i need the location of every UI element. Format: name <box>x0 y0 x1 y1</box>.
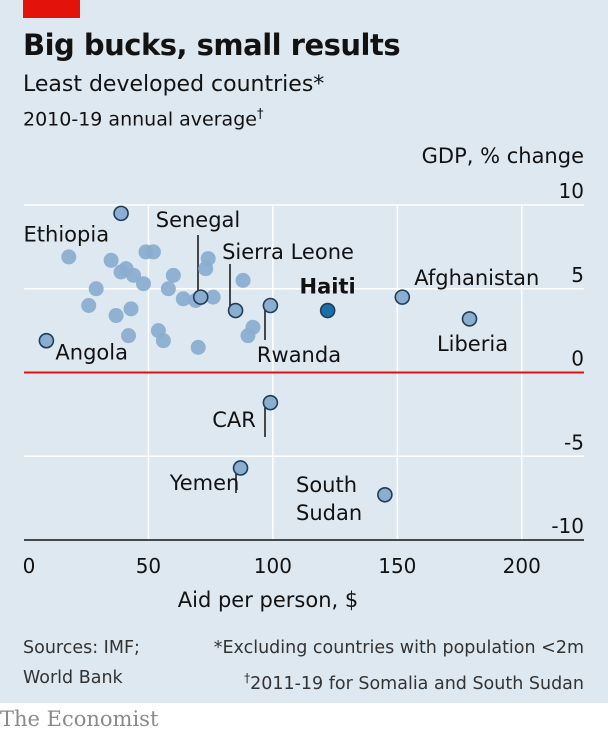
data-point-yemen <box>232 460 249 476</box>
point-label-yemen: Yemen <box>169 471 240 495</box>
point-label-liberia: Liberia <box>437 332 508 356</box>
data-point <box>160 281 176 297</box>
data-point-rwanda <box>262 297 279 314</box>
data-points <box>38 205 478 503</box>
y-tick-label: -10 <box>551 514 584 538</box>
data-point-car <box>262 394 279 411</box>
sources: Sources: IMF; World Bank <box>23 633 140 693</box>
x-tick-label: 150 <box>378 554 416 578</box>
data-point <box>235 272 251 288</box>
sources-line-1: Sources: IMF; <box>23 638 140 658</box>
point-label-south-sudan: South Sudan <box>296 473 362 525</box>
data-point <box>103 252 119 268</box>
data-point <box>165 267 181 283</box>
data-point-haiti <box>319 302 336 319</box>
period-dagger: † <box>256 107 264 122</box>
point-label-senegal: Senegal <box>156 208 241 232</box>
point-label-afghanistan: Afghanistan <box>414 266 539 290</box>
point-labels: Ethiopia Senegal Sierra Leone Rwanda Haiti Af… <box>24 208 540 525</box>
data-point-ethiopia <box>113 205 129 222</box>
x-axis-label: Aid per person, $ <box>178 588 358 612</box>
data-point <box>126 267 142 283</box>
footnotes: *Excluding countries with population <2m… <box>214 633 584 699</box>
point-label-rwanda: Rwanda <box>257 343 341 367</box>
point-label-sierra-leone: Sierra Leone <box>222 240 354 264</box>
data-point-senegal <box>192 289 209 305</box>
footnote-population: *Excluding countries with population <2m <box>213 638 584 658</box>
x-tick-label: 200 <box>503 554 541 578</box>
data-point <box>123 301 139 317</box>
data-point <box>200 251 216 267</box>
footnote-period: †2011-19 for Somalia and South Sudan <box>214 663 584 699</box>
y-tick-label: 0 <box>571 347 584 371</box>
x-tick-label: 50 <box>136 554 161 578</box>
data-point <box>205 289 221 305</box>
x-tick-label: 0 <box>23 554 36 578</box>
data-point <box>175 291 191 307</box>
y-tick-label: 10 <box>559 179 584 203</box>
data-point <box>88 281 104 297</box>
chart-subtitle: Least developed countries* <box>23 72 325 97</box>
point-label-angola: Angola <box>55 341 128 365</box>
footnote-period-text: 2011-19 for Somalia and South Sudan <box>250 673 584 694</box>
chart-panel <box>0 0 608 703</box>
sources-line-2: World Bank <box>23 668 123 688</box>
point-label-haiti: Haiti <box>300 275 356 299</box>
data-point-sierra-leone <box>227 302 244 319</box>
chart-title: Big bucks, small results <box>23 28 401 62</box>
data-point <box>81 298 97 313</box>
data-point <box>245 319 261 335</box>
footnote-dagger: † <box>244 671 251 685</box>
data-point <box>121 328 137 344</box>
brand-wordmark: The Economist <box>0 707 159 731</box>
x-tick-label: 100 <box>254 554 292 578</box>
chart-period: 2010-19 annual average† <box>23 107 263 130</box>
grid-lines <box>24 204 584 541</box>
data-point <box>108 308 124 324</box>
y-tick-label: 5 <box>571 263 584 287</box>
point-label-ethiopia: Ethiopia <box>24 222 110 246</box>
data-point <box>135 276 151 292</box>
data-point-south-sudan <box>377 486 393 503</box>
data-point <box>145 244 161 260</box>
data-point <box>155 333 171 349</box>
data-point-afghanistan <box>394 289 411 305</box>
data-point <box>190 339 206 355</box>
data-point-liberia <box>461 311 478 327</box>
data-point <box>61 249 77 265</box>
data-point-angola <box>38 332 55 349</box>
point-label-car: CAR <box>212 408 256 432</box>
period-text: 2010-19 annual average <box>23 108 257 131</box>
brand-red-tag <box>23 0 80 18</box>
y-axis-label: GDP, % change <box>422 144 584 168</box>
y-tick-label: -5 <box>564 430 584 454</box>
